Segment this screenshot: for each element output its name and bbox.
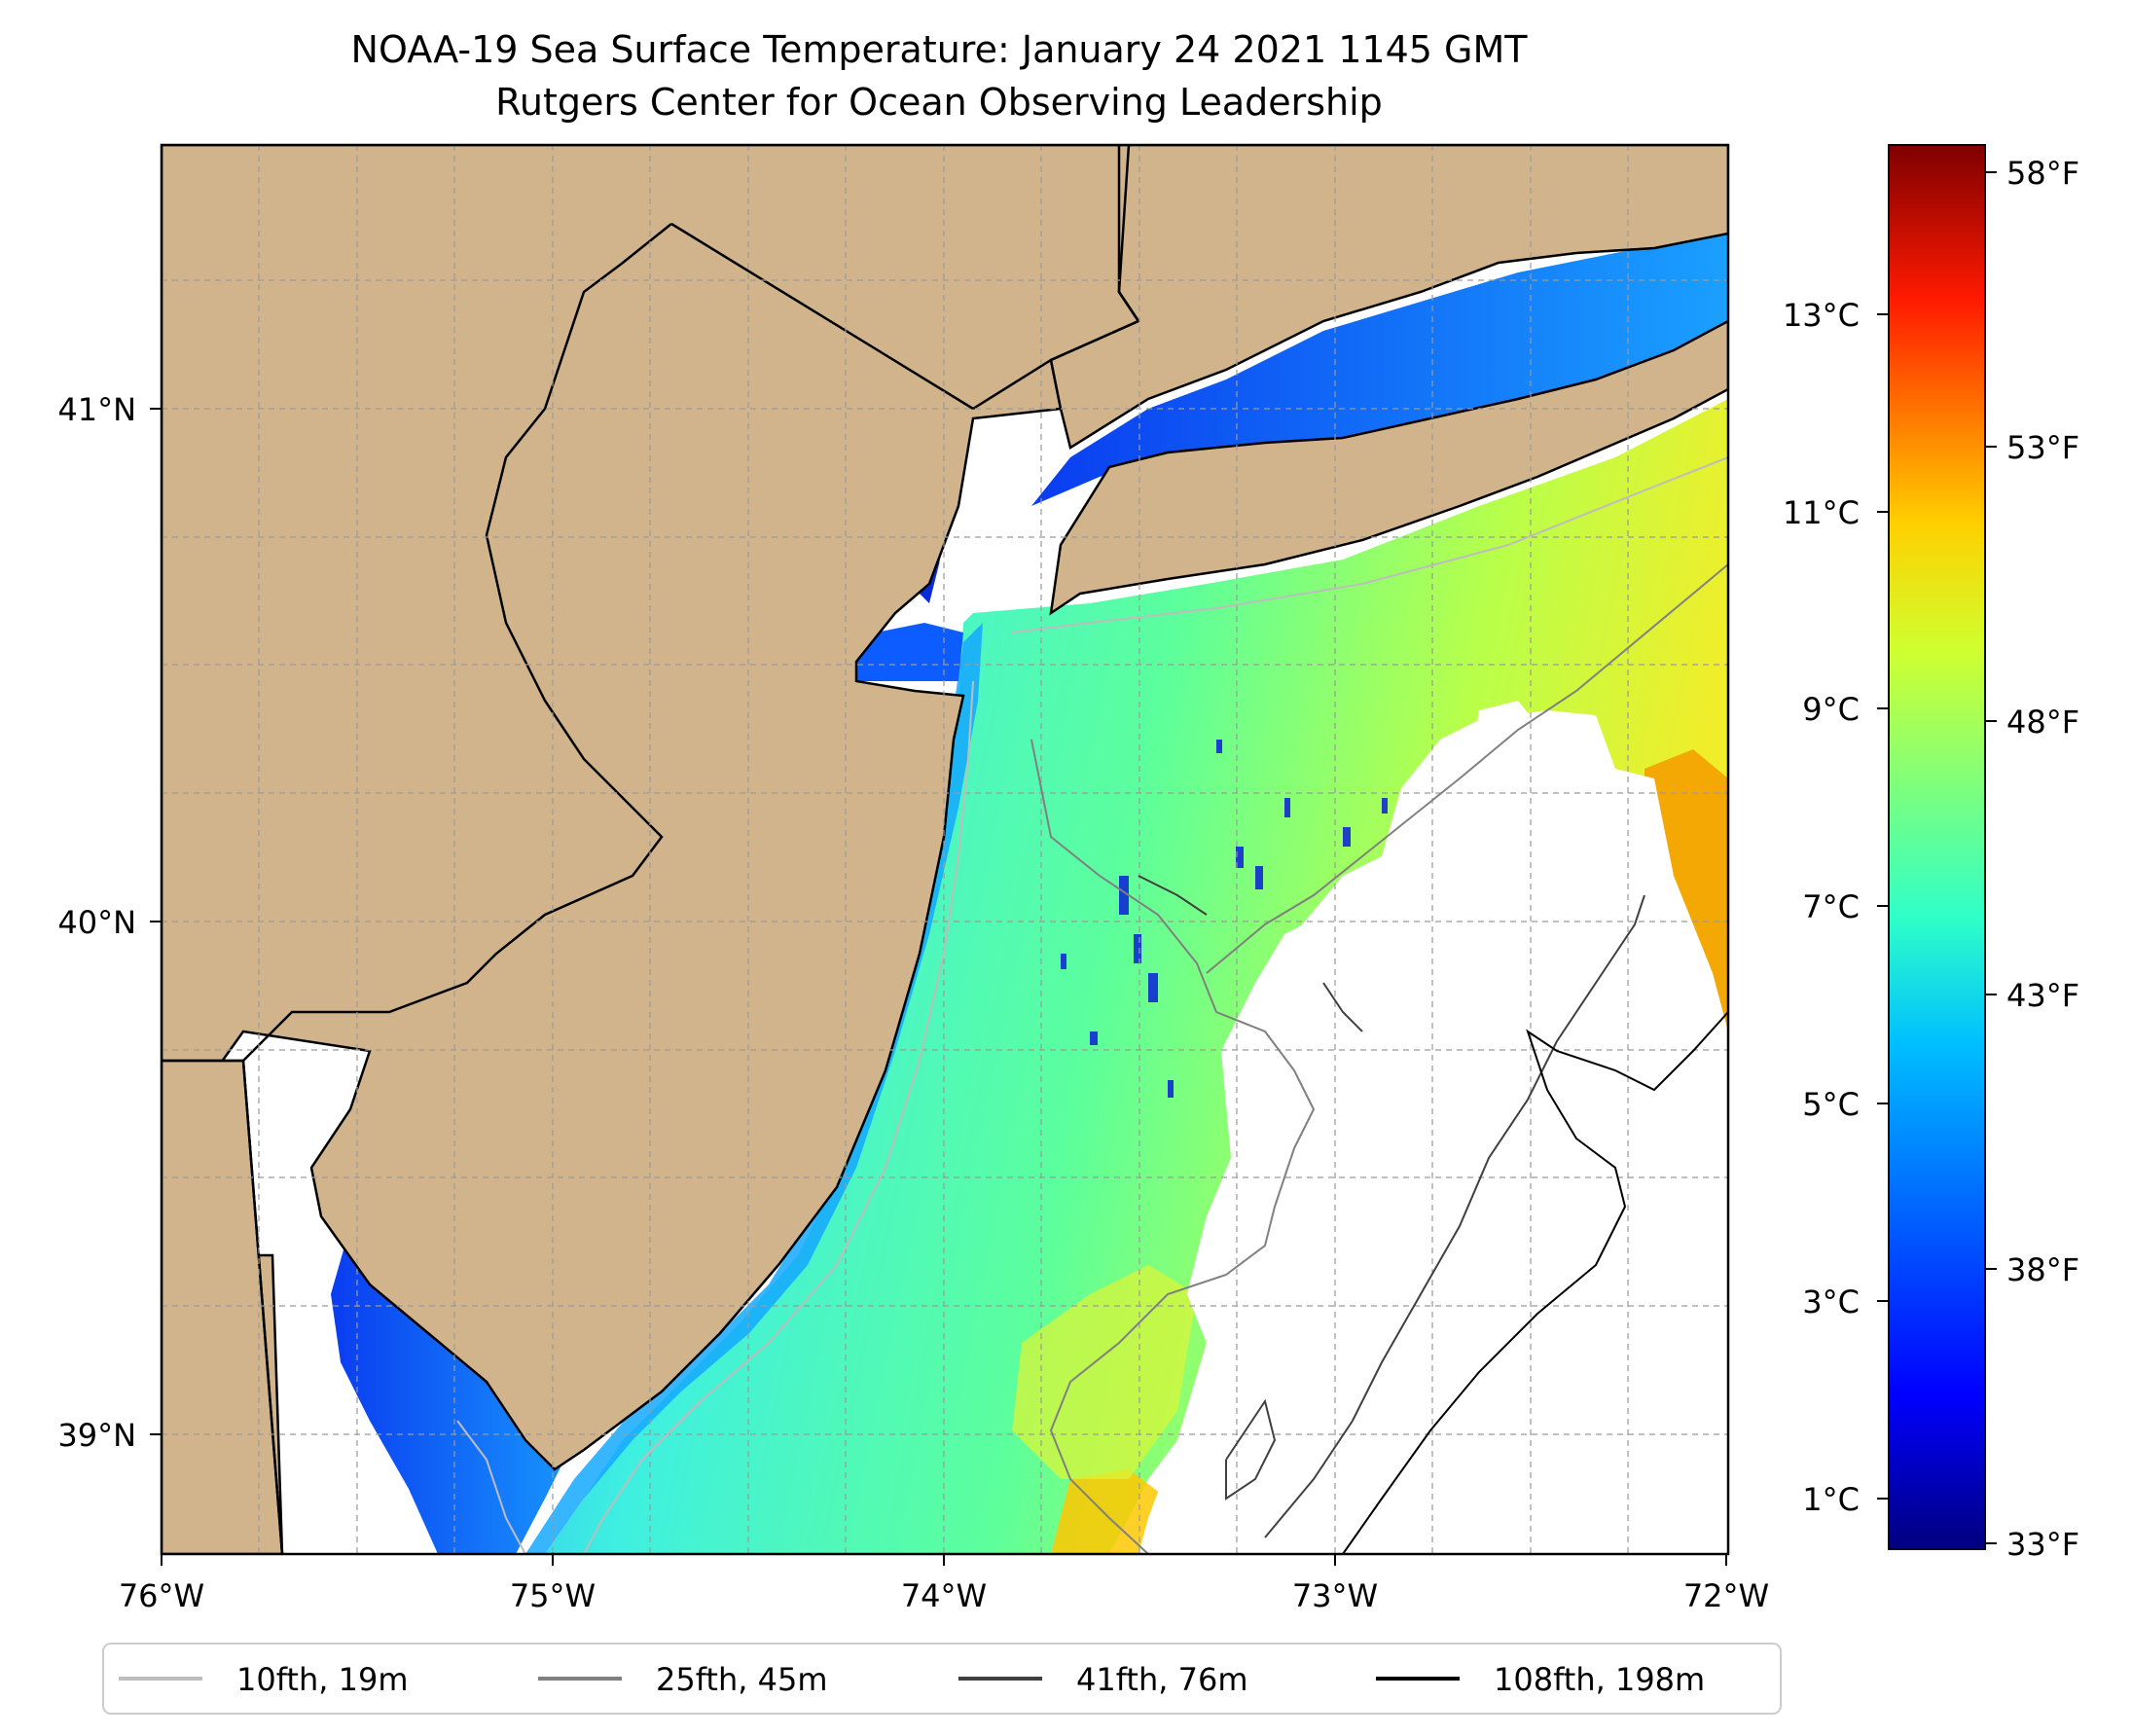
fahrenheit-tick-label: 38°F	[2006, 1251, 2079, 1288]
ny-harbor-water	[837, 623, 963, 681]
celsius-tick-label: 11°C	[1783, 494, 1860, 531]
map-title: NOAA-19 Sea Surface Temperature: January…	[351, 28, 1529, 71]
legend-label: 25fth, 45m	[656, 1661, 827, 1698]
x-tick-label: 73°W	[1292, 1577, 1378, 1614]
cloud-hole-main	[1138, 710, 1728, 1554]
celsius-tick-label: 3°C	[1802, 1284, 1860, 1320]
colorbar-celsius-ticks	[1877, 313, 1889, 1500]
x-tick-label: 74°W	[901, 1577, 987, 1614]
celsius-tick-label: 7°C	[1802, 888, 1860, 925]
isobath-108fth	[1342, 1011, 1728, 1554]
x-axis-labels: 76°W 75°W 74°W 73°W 72°W	[119, 1577, 1769, 1614]
map-panel	[162, 145, 1728, 1554]
fahrenheit-tick-label: 53°F	[2006, 429, 2079, 466]
axis-ticks	[150, 408, 1727, 1566]
sst-cold-specks	[1061, 740, 1388, 1098]
isobath-legend: 10fth, 19m 25fth, 45m 41fth, 76m 108fth,…	[102, 1643, 1782, 1715]
legend-label: 41fth, 76m	[1076, 1661, 1247, 1698]
celsius-tick-label: 5°C	[1802, 1086, 1860, 1123]
gridlines	[162, 145, 1728, 1554]
fahrenheit-tick-label: 43°F	[2006, 977, 2079, 1014]
fahrenheit-tick-label: 33°F	[2006, 1526, 2079, 1563]
legend-label: 10fth, 19m	[236, 1661, 408, 1698]
celsius-tick-label: 9°C	[1802, 691, 1860, 728]
sst-yellow-shelf	[1012, 1265, 1197, 1479]
celsius-tick-label: 1°C	[1802, 1481, 1860, 1518]
colorbar: 1°C 3°C 5°C 7°C 9°C 11°C 13°C 33°F 38°F …	[1783, 144, 2079, 1563]
x-tick-label: 76°W	[119, 1577, 204, 1614]
y-tick-label: 41°N	[57, 391, 136, 428]
isobath-25fth	[1030, 563, 1728, 1554]
isobaths	[456, 456, 1728, 1554]
legend-label: 108fth, 198m	[1494, 1661, 1705, 1698]
cloud-hole-upper	[1469, 701, 1557, 808]
state-borders	[162, 145, 1140, 1554]
colorbar-gradient	[1888, 144, 1986, 1550]
x-tick-label: 72°W	[1683, 1577, 1769, 1614]
long-island-land	[1049, 319, 1728, 616]
fahrenheit-tick-label: 58°F	[2006, 155, 2079, 192]
legend-box	[102, 1643, 1782, 1715]
y-axis-labels: 41°N 40°N 39°N	[57, 391, 136, 1454]
y-tick-label: 40°N	[57, 904, 136, 941]
isobath-41fth	[1138, 875, 1645, 1538]
new-jersey-pa-land	[162, 145, 1140, 1554]
sst-field	[331, 234, 1728, 1554]
y-tick-label: 39°N	[57, 1417, 136, 1454]
colorbar-fahrenheit-ticks	[1985, 171, 1997, 1544]
fahrenheit-tick-label: 48°F	[2006, 704, 2079, 741]
long-island-sound-water	[1031, 234, 1728, 506]
x-tick-label: 75°W	[510, 1577, 596, 1614]
celsius-tick-label: 13°C	[1783, 297, 1860, 334]
map-subtitle: Rutgers Center for Ocean Observing Leade…	[495, 81, 1383, 124]
isobath-10fth	[456, 456, 1728, 1554]
sst-shelf-water	[545, 399, 1728, 1554]
